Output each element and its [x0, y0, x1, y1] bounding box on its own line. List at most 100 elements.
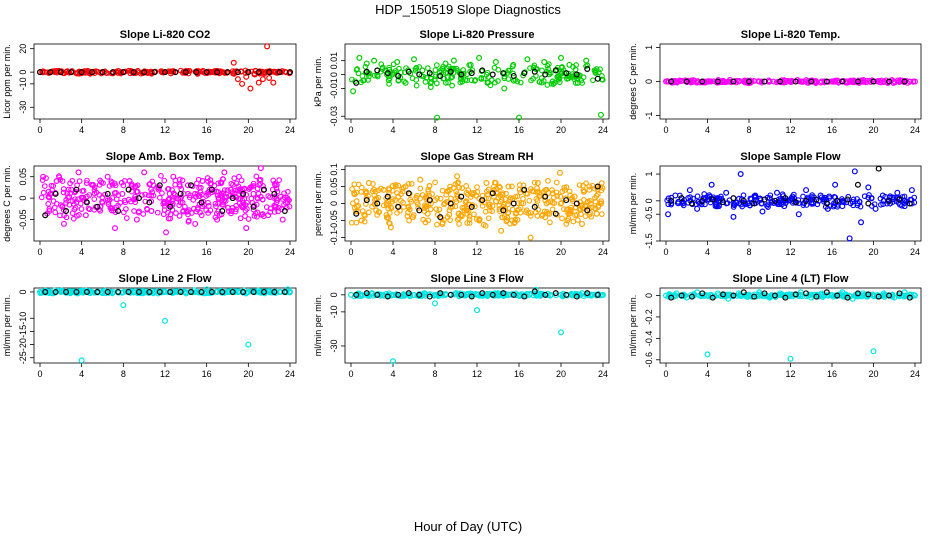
data-point [766, 294, 773, 301]
data-point [851, 168, 858, 175]
band-marker [668, 200, 675, 207]
data-point [229, 195, 236, 202]
data-point [104, 288, 111, 295]
band-marker [70, 215, 77, 222]
band-marker [499, 190, 506, 196]
y-tick-label: 0 [329, 292, 339, 297]
y-tick-label: 0.01 [329, 52, 339, 70]
x-tick-label: 12 [160, 247, 170, 257]
data-point [761, 290, 768, 297]
data-point [468, 293, 475, 300]
data-point [94, 288, 101, 295]
band-marker [363, 201, 369, 207]
band-marker [598, 187, 605, 194]
data-point [384, 70, 391, 77]
band-marker [585, 198, 591, 205]
data-point [421, 290, 428, 297]
band-marker [422, 194, 429, 200]
data-point [243, 225, 250, 232]
x-tick-label: 16 [202, 369, 212, 379]
data-point [489, 71, 496, 78]
band-marker [461, 204, 468, 211]
band-marker [553, 179, 560, 186]
data-point [135, 288, 142, 295]
band-marker [480, 75, 487, 82]
band-marker [462, 199, 469, 206]
data-point [761, 196, 768, 203]
band-marker [75, 290, 81, 296]
band-marker [429, 191, 435, 197]
data-point [260, 186, 267, 193]
figure-title: HDP_150519 Slope Diagnostics [375, 2, 561, 17]
data-point [350, 88, 357, 95]
band-marker [598, 200, 605, 207]
band-marker [427, 206, 434, 213]
band-marker [549, 206, 556, 213]
data-point [594, 291, 601, 298]
band-marker [258, 211, 265, 218]
band-marker [420, 291, 427, 298]
band-marker [597, 66, 603, 73]
panel-title: Slope Sample Flow [740, 151, 841, 163]
data-point [552, 67, 559, 74]
band-marker [555, 73, 561, 79]
data-point [505, 183, 512, 190]
band-marker [527, 65, 533, 71]
data-point [177, 190, 184, 197]
y-tick-label: -0.03 [329, 106, 339, 127]
x-tick-label: 8 [746, 369, 751, 379]
band-marker [545, 177, 551, 184]
data-point [813, 196, 820, 203]
series-hourly-mean [668, 289, 913, 301]
band-marker [371, 201, 378, 207]
data-point [434, 114, 441, 121]
data-point [182, 69, 189, 76]
band-marker [86, 206, 93, 213]
data-point [83, 199, 90, 206]
data-point [584, 290, 591, 297]
data-point [737, 171, 744, 178]
panels: Slope Li-820 CO2 Licor ppm per min. 0 4 8 12 1… [2, 29, 922, 379]
band-marker [869, 77, 875, 84]
y-tick-label: -10 [329, 305, 339, 318]
band-marker [383, 201, 390, 208]
data-point [272, 182, 279, 189]
x-tick-label: 4 [705, 369, 710, 379]
data-point [803, 187, 810, 194]
band-marker [570, 218, 577, 225]
band-marker [259, 211, 266, 217]
x-tick-label: 12 [160, 369, 170, 379]
x-tick-label: 0 [37, 247, 42, 257]
band-marker [238, 68, 244, 75]
band-marker [557, 200, 564, 207]
x-tick-label: 12 [472, 369, 482, 379]
y-tick-label: 0 [644, 198, 654, 203]
band-marker [425, 186, 431, 193]
data-point [730, 195, 737, 202]
x-tick-label: 16 [514, 247, 524, 257]
band-marker [850, 196, 857, 203]
data-point [120, 302, 127, 309]
data-point [865, 291, 872, 298]
band-marker [233, 202, 240, 209]
data-point [447, 68, 454, 75]
y-tick-label: 1 [644, 45, 654, 50]
band-marker [505, 76, 512, 82]
data-point [167, 203, 174, 210]
x-tick-label: 24 [285, 369, 295, 379]
data-point [865, 200, 872, 207]
band-marker [395, 182, 402, 189]
data-point [573, 71, 580, 78]
data-point [193, 69, 200, 76]
band-marker [148, 186, 154, 193]
series-hourly-mean [353, 65, 601, 86]
band-marker [251, 213, 258, 219]
band-marker [417, 185, 424, 192]
data-point [416, 71, 423, 78]
band-marker [706, 192, 713, 198]
x-tick-label: 0 [663, 369, 668, 379]
figure-xlabel: Hour of Day (UTC) [414, 519, 522, 534]
band-marker [493, 186, 500, 192]
band-marker [476, 216, 483, 223]
data-point [83, 288, 90, 295]
